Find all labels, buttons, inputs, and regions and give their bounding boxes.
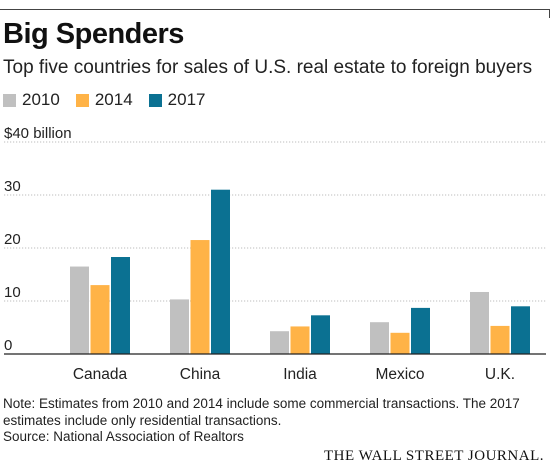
bar-mexico-2017 xyxy=(411,307,430,354)
source-line: Source: National Association of Realtors xyxy=(3,429,244,444)
wsj-logo: THE WALL STREET JOURNAL. xyxy=(323,448,544,464)
legend-label-2010: 2010 xyxy=(22,90,60,109)
x-tick-label-canada: Canada xyxy=(73,366,128,383)
chart-subtitle: Top five countries for sales of U.S. rea… xyxy=(3,57,533,78)
y-tick-label-10: 10 xyxy=(4,284,21,301)
bar-china-2010 xyxy=(170,299,189,354)
x-tick-label-uk: U.K. xyxy=(485,366,515,383)
legend-item-2010: 2010 xyxy=(3,90,60,110)
legend-swatch-2017 xyxy=(148,93,162,107)
bar-india-2014 xyxy=(290,326,310,354)
y-tick-label-20: 20 xyxy=(4,231,21,248)
legend: 2010 2014 2017 xyxy=(3,90,221,110)
legend-item-2014: 2014 xyxy=(75,90,133,110)
legend-swatch-2010 xyxy=(3,93,16,107)
bar-canada-2017 xyxy=(111,257,130,354)
bar-india-2017 xyxy=(311,315,330,354)
bar-china-2017 xyxy=(211,189,230,354)
x-tick-label-india: India xyxy=(283,366,317,383)
bar-india-2010 xyxy=(270,331,289,354)
legend-swatch-2014 xyxy=(75,93,89,107)
bar-uk-2017 xyxy=(511,306,530,354)
x-tick-label-china: China xyxy=(180,366,221,383)
y-tick-label-30: 30 xyxy=(4,178,21,195)
legend-label-2014: 2014 xyxy=(94,90,133,109)
legend-label-2017: 2017 xyxy=(167,90,206,109)
y-tick-label-40: $40 billion xyxy=(4,125,72,142)
bar-mexico-2010 xyxy=(370,322,389,354)
legend-item-2017: 2017 xyxy=(148,90,206,110)
x-tick-label-mexico: Mexico xyxy=(375,366,424,383)
bar-uk-2014 xyxy=(490,325,510,354)
bar-uk-2010 xyxy=(470,291,489,354)
y-tick-label-0: 0 xyxy=(4,337,12,354)
top-rule xyxy=(0,9,550,10)
bar-chart: 0 10 20 30 $40 billion Canada China India Mexico… xyxy=(4,125,546,383)
bar-canada-2010 xyxy=(70,266,89,354)
chart-title: Big Spenders xyxy=(3,18,184,50)
bar-china-2014 xyxy=(190,240,210,354)
bar-canada-2014 xyxy=(90,285,110,354)
bar-mexico-2014 xyxy=(390,332,410,354)
footnote: Note: Estimates from 2010 and 2014 inclu… xyxy=(3,396,520,428)
